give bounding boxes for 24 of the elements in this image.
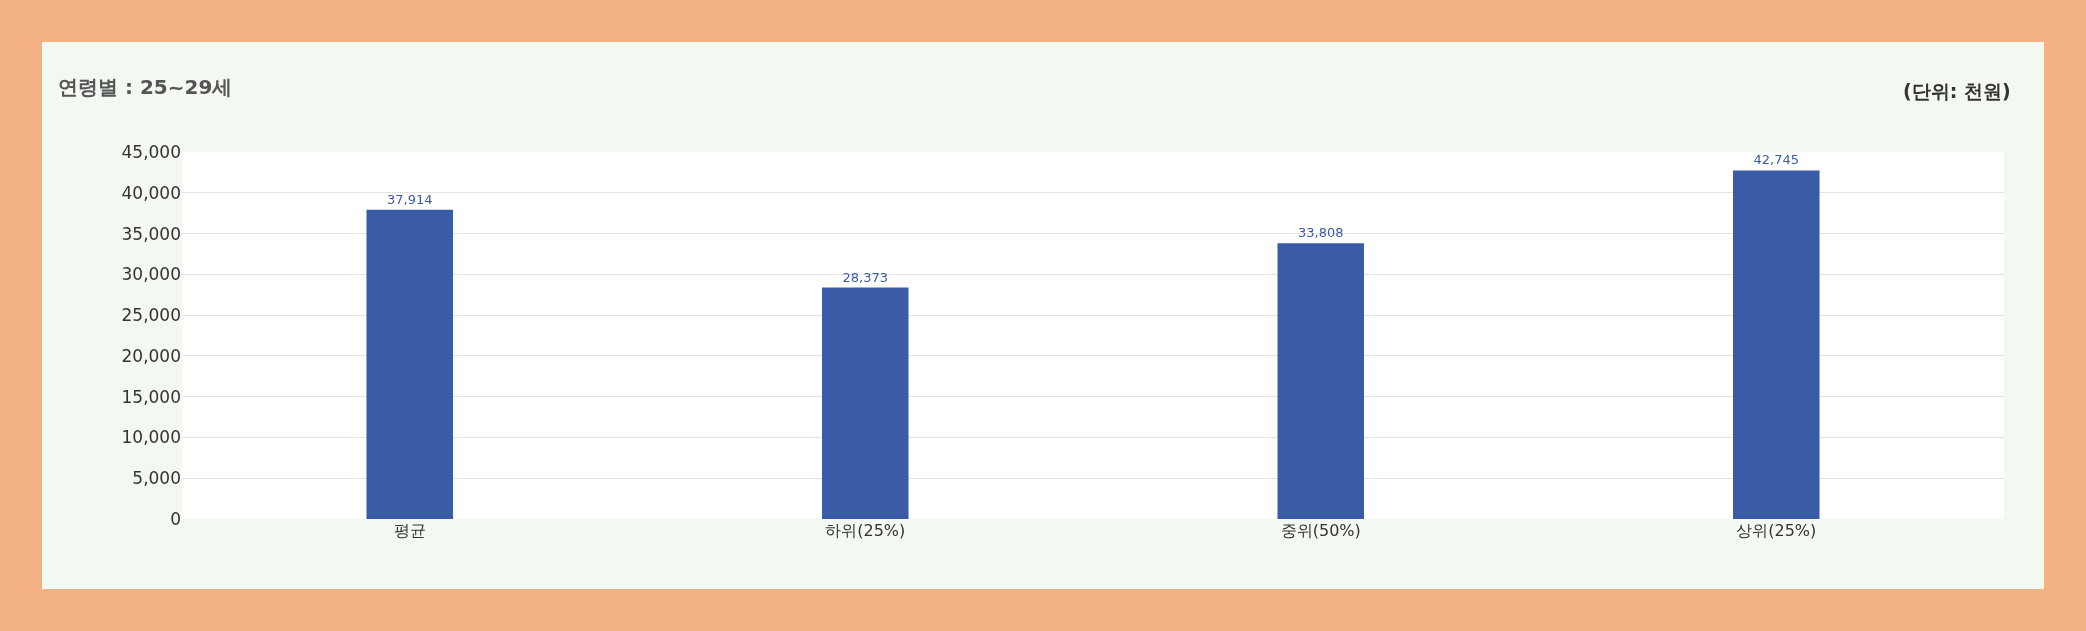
bar (366, 209, 454, 519)
bar (1732, 170, 1820, 519)
x-tick-label: 중위(50%) (1280, 521, 1361, 540)
x-tick-label: 하위(25%) (825, 521, 906, 540)
data-label: 37,914 (387, 191, 433, 207)
y-tick-label: 15,000 (121, 386, 181, 407)
x-tick-label: 상위(25%) (1736, 521, 1817, 540)
y-tick-label: 40,000 (121, 182, 181, 203)
y-tick-label: 35,000 (121, 223, 181, 244)
chart-title: 연령별 : 25~29세 (58, 75, 233, 100)
y-tick-label: 25,000 (121, 305, 181, 326)
x-tick-label: 평균 (393, 521, 426, 540)
data-label: 33,808 (1298, 225, 1344, 241)
y-tick-label: 20,000 (121, 345, 181, 366)
y-tick-label: 45,000 (121, 141, 181, 162)
y-tick-label: 10,000 (121, 427, 181, 448)
y-tick-label: 30,000 (121, 264, 181, 285)
data-label: 28,373 (842, 269, 888, 285)
data-label: 42,745 (1753, 152, 1799, 168)
bar (1277, 243, 1365, 519)
bar (821, 287, 909, 519)
y-tick-label: 5,000 (132, 468, 181, 489)
text: (단위: 천원) (1903, 80, 2011, 102)
y-tick-label: 0 (170, 508, 181, 529)
